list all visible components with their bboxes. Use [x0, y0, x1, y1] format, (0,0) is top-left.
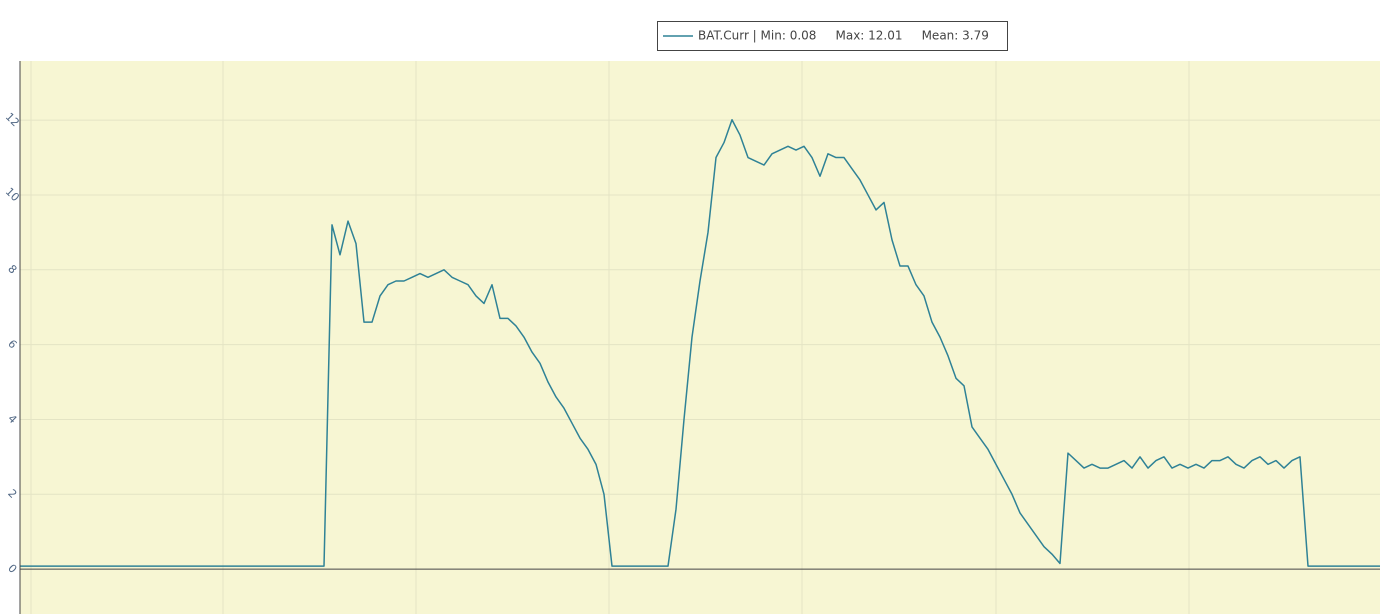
series-line: [20, 118, 1380, 567]
y-grid: [20, 119, 1380, 570]
legend-label: BAT.Curr | Min: 0.08 Max: 12.01 Mean: 3.…: [698, 29, 989, 43]
y-tick-label: 12: [3, 110, 22, 129]
y-tick-label: 4: [5, 412, 19, 426]
y-tick-label: 2: [5, 487, 19, 501]
x-grid: [30, 61, 1190, 614]
plot-background: [20, 61, 1380, 614]
legend-box: [657, 21, 1008, 51]
y-ticks: 0 2 4 6 8 10 12: [3, 110, 22, 576]
y-tick-label: 6: [5, 337, 19, 351]
y-tick-label: 10: [3, 185, 22, 204]
y-tick-label: 8: [5, 262, 19, 276]
y-tick-label: 0: [5, 562, 19, 576]
series: [20, 118, 1380, 567]
legend: BAT.Curr | Min: 0.08 Max: 12.01 Mean: 3.…: [657, 21, 1008, 51]
